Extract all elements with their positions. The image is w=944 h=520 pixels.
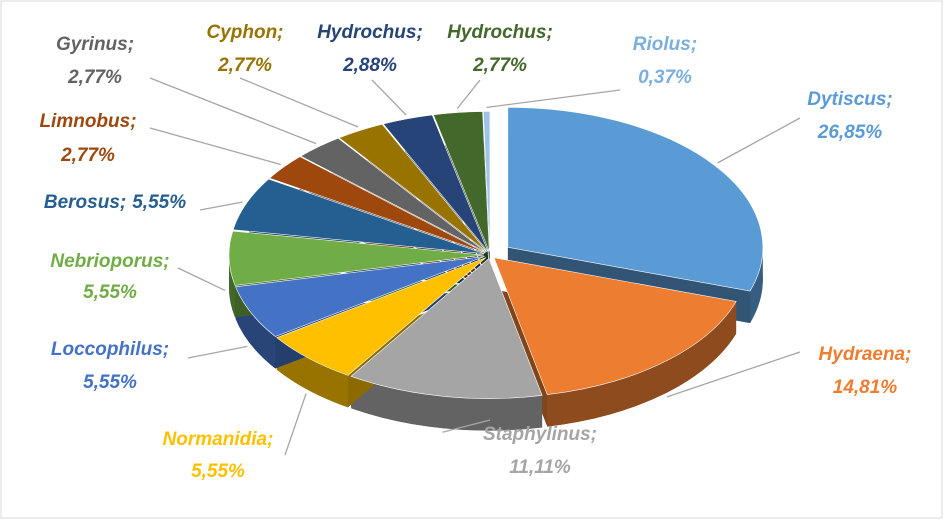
- data-label-name: Gyrinus;: [56, 34, 134, 55]
- data-label-name: Hydrochus;: [447, 22, 553, 43]
- leader-line: [177, 267, 226, 292]
- data-label-name: Limnobus;: [39, 111, 136, 132]
- data-label-value: 2,77%: [60, 145, 115, 166]
- data-label-value: 26,85%: [817, 122, 883, 143]
- slice: [268, 156, 486, 254]
- data-label-value: 0,37%: [638, 67, 692, 88]
- slice: [228, 230, 485, 286]
- leader-line: [456, 79, 481, 109]
- data-label: Berosus; 5,55%: [44, 192, 186, 213]
- leader-line: [239, 77, 359, 128]
- data-label-value: 2,88%: [342, 55, 397, 76]
- data-label-value: 11,11%: [509, 457, 571, 478]
- data-label-name: Staphylinus;: [483, 424, 597, 445]
- data-label-name: Berosus;: [44, 192, 126, 213]
- data-label-value: 5,55%: [83, 372, 137, 393]
- data-label-name: Cyphon;: [206, 22, 283, 43]
- leader-line: [442, 419, 491, 433]
- slice: [350, 258, 543, 399]
- leader-line: [486, 89, 621, 109]
- leader-line: [149, 127, 281, 166]
- slice: [338, 123, 488, 253]
- data-label-name: Hydrochus;: [317, 22, 423, 43]
- leader-line: [284, 393, 307, 456]
- slice: [382, 114, 489, 252]
- slice: [493, 257, 737, 395]
- leader-line: [717, 117, 801, 164]
- slice-side: [351, 376, 543, 431]
- slice: [507, 106, 764, 292]
- data-label-name: Riolus;: [633, 34, 697, 55]
- data-label-value: 5,55%: [132, 192, 186, 213]
- slice-side: [750, 247, 763, 324]
- leader-line: [371, 79, 407, 116]
- slice: [482, 111, 491, 252]
- data-label-name: Normanidia;: [163, 429, 274, 450]
- leader-line: [666, 351, 801, 398]
- slice-side: [547, 301, 737, 427]
- data-label-value: 5,55%: [191, 461, 245, 482]
- slice: [300, 137, 487, 253]
- leader-line: [199, 201, 243, 211]
- data-label-name: Loccophilus;: [51, 339, 169, 360]
- leader-line: [187, 345, 248, 359]
- data-label-value: 5,55%: [83, 282, 137, 303]
- leader-line: [149, 77, 317, 145]
- slice: [276, 257, 487, 376]
- data-label-name: Nebrioporus;: [50, 251, 169, 272]
- data-label-value: 14,81%: [833, 377, 898, 398]
- slice: [235, 256, 485, 337]
- data-label-value: 2,77%: [67, 67, 122, 88]
- data-label-name: Hydraena;: [819, 344, 912, 365]
- slice: [232, 178, 485, 255]
- data-label-name: Dytiscus;: [807, 89, 893, 110]
- slice: [432, 111, 490, 252]
- data-label-value: 2,77%: [472, 55, 527, 76]
- data-label-value: 2,77%: [217, 55, 272, 76]
